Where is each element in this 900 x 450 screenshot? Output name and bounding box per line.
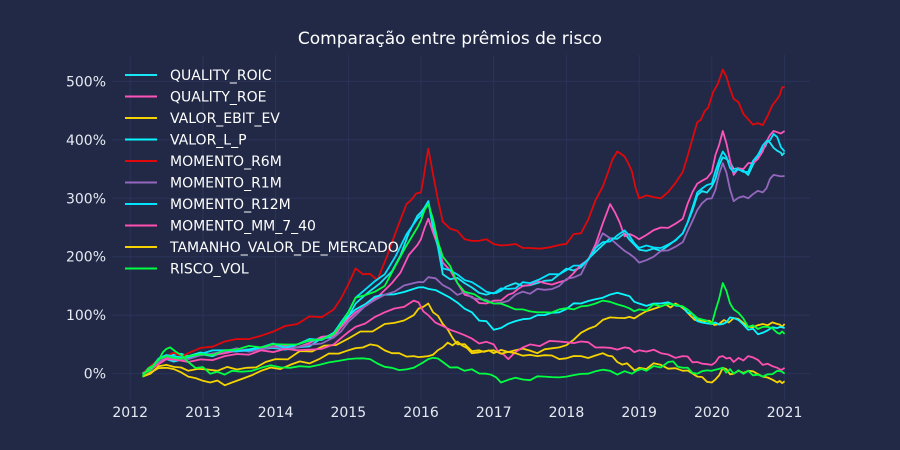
y-tick-label: 400%: [66, 133, 106, 149]
y-tick-label: 200%: [66, 250, 106, 266]
legend-label: VALOR_L_P: [170, 133, 247, 149]
x-tick-label: 2020: [694, 405, 730, 421]
series-line-valor_ebit_ev: [142, 302, 786, 378]
series-line-momento_r1m: [142, 162, 785, 375]
legend-label: QUALITY_ROE: [170, 90, 266, 106]
y-tick-label: 300%: [66, 191, 106, 207]
series-line-momento_r6m: [141, 68, 785, 375]
legend-label: MOMENTO_R1M: [170, 176, 282, 192]
y-tick-label: 500%: [66, 74, 106, 90]
legend-label: QUALITY_ROIC: [170, 68, 272, 84]
legend-label: VALOR_EBIT_EV: [170, 111, 280, 127]
x-tick-label: 2021: [767, 405, 803, 421]
x-tick-label: 2016: [403, 405, 439, 421]
x-tick-label: 2017: [476, 405, 512, 421]
y-tick-label: 100%: [66, 308, 106, 324]
legend-label: MOMENTO_R6M: [170, 154, 282, 170]
legend: QUALITY_ROIC QUALITY_ROE VALOR_EBIT_EV VALO…: [125, 68, 399, 278]
series-line-valor_l_p: [141, 286, 785, 375]
x-tick-label: 2013: [185, 405, 221, 421]
series-line-risco_vol_high: [142, 203, 786, 375]
y-axis: 0% 100% 200% 300% 400% 500%: [66, 74, 106, 382]
series-line-risco_vol: [141, 346, 786, 384]
x-axis: 2012 2013 2014 2015 2016 2017 2018 2019 2020 2021: [112, 405, 802, 421]
x-tick-label: 2012: [112, 405, 148, 421]
x-tick-label: 2018: [549, 405, 585, 421]
x-tick-label: 2019: [621, 405, 657, 421]
chart-title: Comparação entre prêmios de risco: [297, 29, 603, 49]
series-line-momento_mm_7_40: [142, 299, 786, 375]
legend-label: MOMENTO_R12M: [170, 197, 291, 213]
legend-label: MOMENTO_MM_7_40: [170, 219, 316, 235]
series-lines: [141, 68, 786, 387]
series-line-tamanho_valor_de_mercado: [142, 340, 786, 387]
legend-label: TAMANHO_VALOR_DE_MERCADO: [169, 240, 399, 256]
legend-label: RISCO_VOL: [170, 262, 249, 278]
x-tick-label: 2014: [258, 405, 294, 421]
x-tick-label: 2015: [330, 405, 366, 421]
y-tick-label: 0%: [84, 367, 106, 383]
